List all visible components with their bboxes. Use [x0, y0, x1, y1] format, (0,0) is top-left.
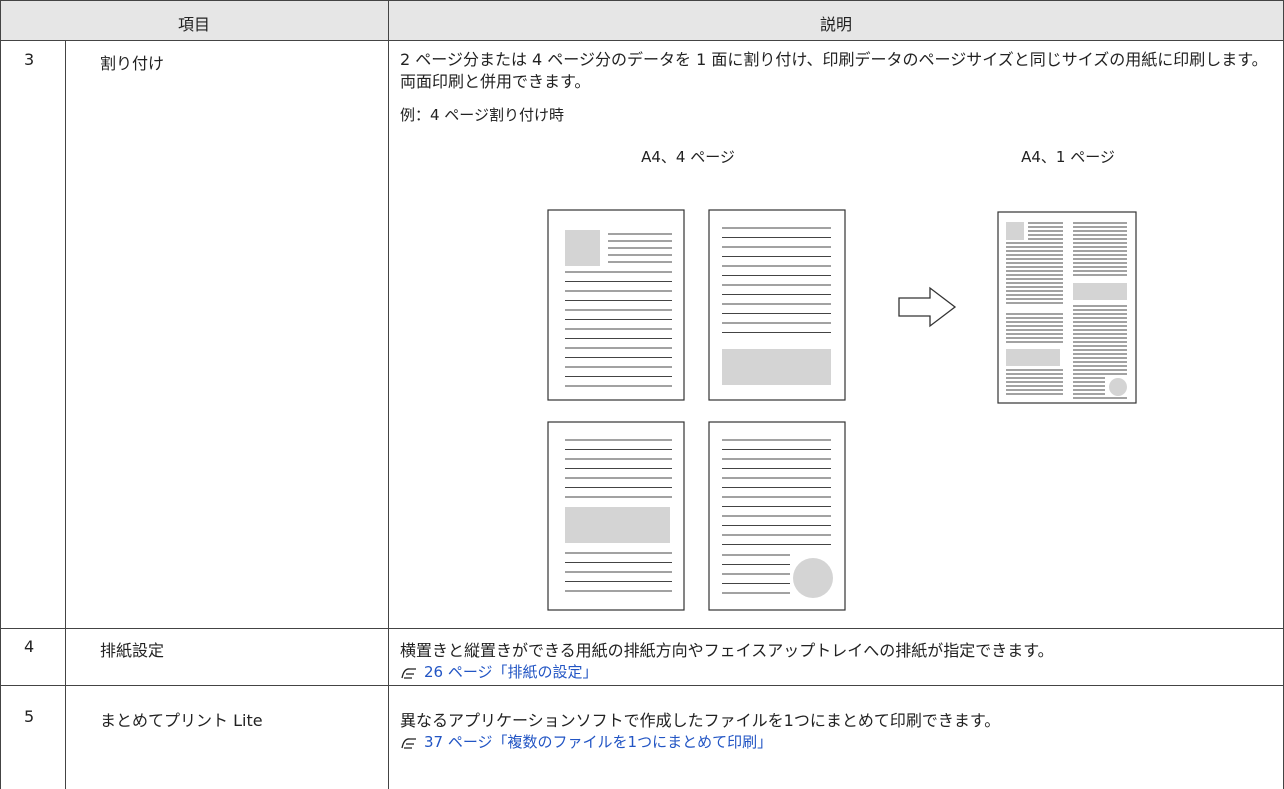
image-circle [1109, 378, 1127, 396]
arrow [898, 286, 957, 328]
link-row: 26 ページ「排紙の設定」 [400, 661, 598, 682]
page [997, 211, 1137, 404]
description: 2 ページ分または 4 ページ分のデータを 1 面に割り付け、印刷データのページ… [400, 50, 1268, 91]
link[interactable]: 26 ページ「排紙の設定」 [424, 663, 598, 681]
figure-label: A4、1 ページ [1021, 148, 1115, 166]
rule [65, 40, 66, 789]
figure-label: A4、4 ページ [641, 148, 735, 166]
header-cell: 項目 [177, 15, 210, 34]
item: 排紙設定 [100, 641, 165, 660]
image-circle [793, 558, 833, 598]
ref-icon [401, 737, 416, 749]
description: 異なるアプリケーションソフトで作成したファイルを1つにまとめて印刷できます。 [400, 711, 1001, 730]
image-block [722, 349, 831, 385]
image-block [565, 507, 670, 543]
rule [0, 0, 1284, 1]
image-block [1073, 283, 1127, 300]
link[interactable]: 37 ページ「複数のファイルを1つにまとめて印刷」 [424, 733, 773, 751]
image-block [1006, 349, 1060, 366]
row-number: 3 [24, 50, 35, 69]
rule [0, 40, 1284, 41]
rule [388, 0, 389, 789]
description: 横置きと縦置きができる用紙の排紙方向やフェイスアップトレイへの排紙が指定できます… [400, 641, 1054, 660]
rule [0, 685, 1284, 686]
header-cell: 説明 [819, 15, 852, 34]
header-bg [0, 0, 1284, 40]
image-block [1006, 222, 1024, 240]
item: まとめてプリント Lite [100, 711, 263, 730]
rule [0, 0, 1, 789]
item: 割り付け [100, 54, 165, 73]
link-row: 37 ページ「複数のファイルを1つにまとめて印刷」 [400, 731, 772, 752]
image-block [565, 230, 600, 266]
row-number: 4 [24, 637, 35, 656]
ref-icon [401, 667, 416, 679]
rule [0, 628, 1284, 629]
row-number: 5 [24, 707, 35, 726]
example: 例：4 ページ割り付け時 [400, 106, 565, 124]
